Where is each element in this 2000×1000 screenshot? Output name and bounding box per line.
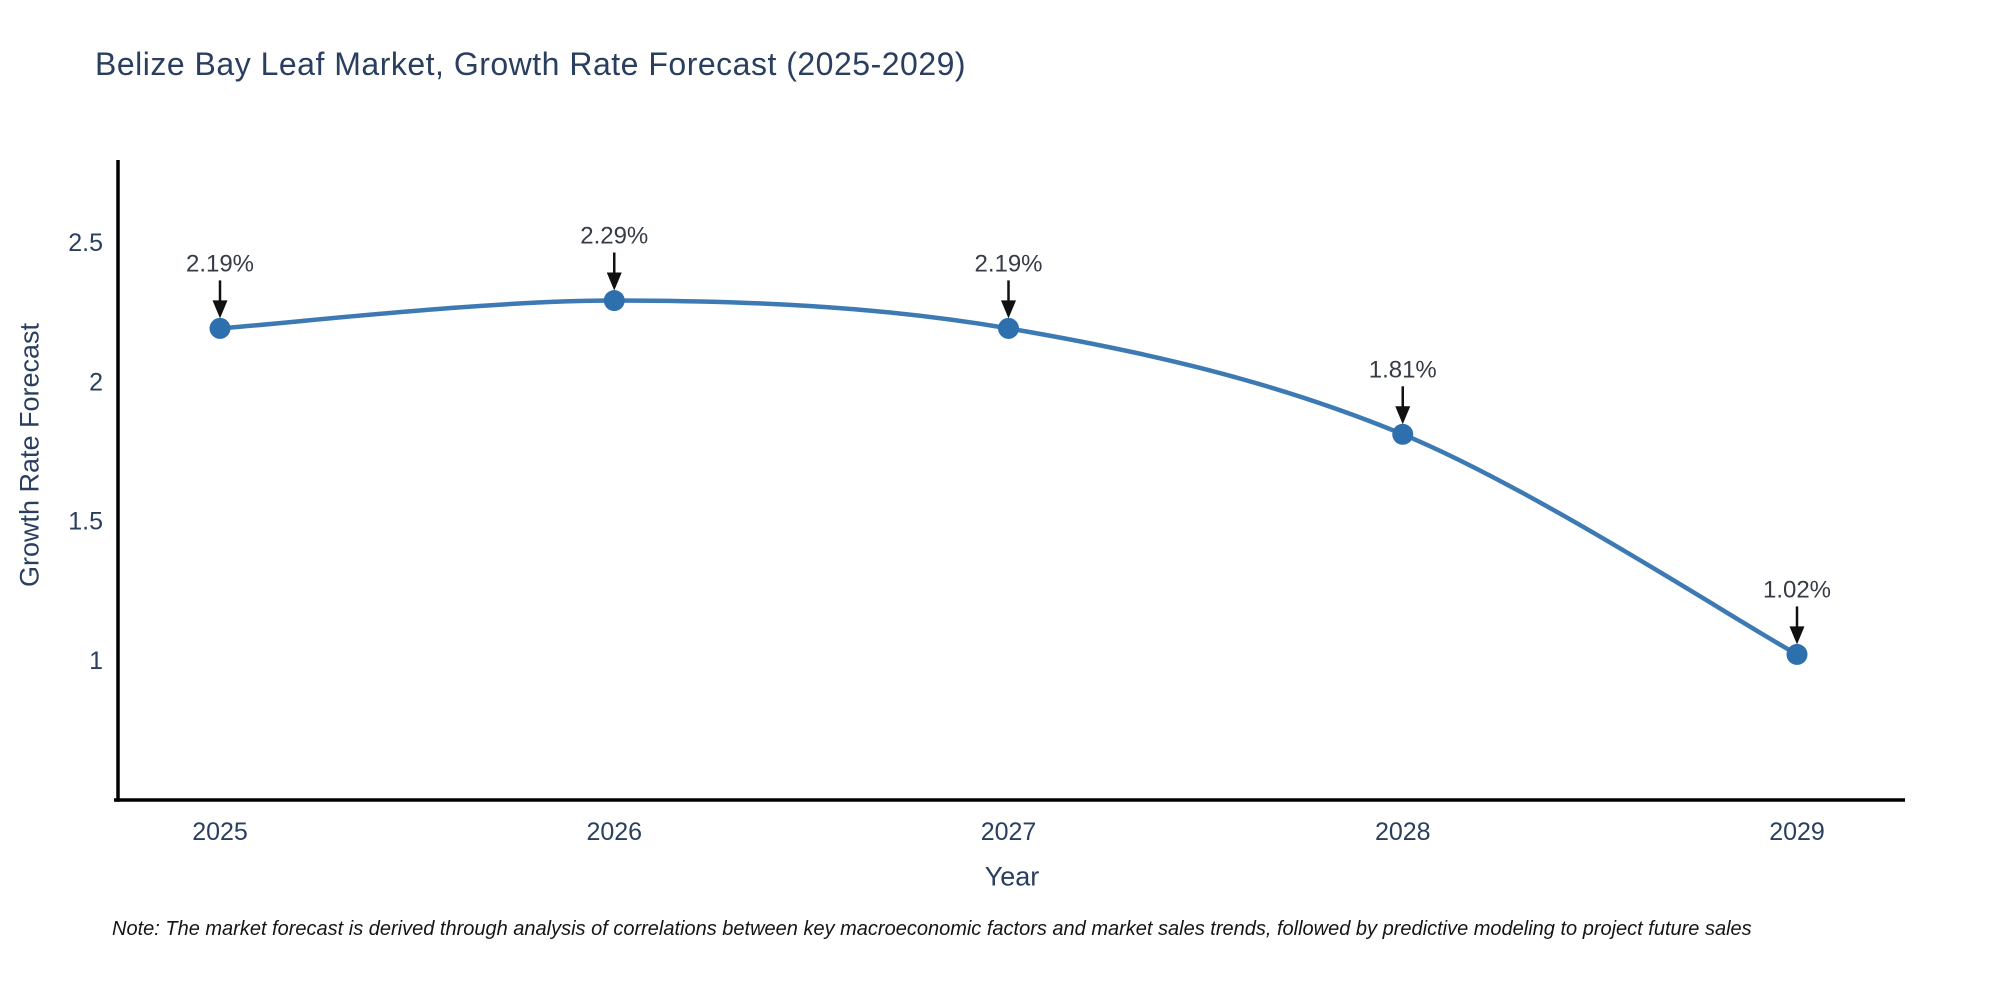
y-axis-title: Growth Rate Forecast [14,322,45,588]
data-point-marker[interactable] [209,317,231,339]
annotation-arrow-head [1395,406,1411,425]
x-tick-label: 2027 [981,818,1037,846]
point-value-label: 2.29% [580,223,648,250]
point-value-label: 2.19% [974,250,1042,277]
data-point-marker[interactable] [998,317,1019,339]
y-tick-label: 1.5 [68,508,103,536]
annotation-arrow-head [606,272,622,291]
point-value-label: 1.81% [1369,356,1437,383]
x-axis-title: Year [984,861,1040,892]
y-tick-label: 2.5 [68,229,103,257]
data-point-marker[interactable] [1786,643,1808,665]
point-value-label: 2.19% [186,250,254,277]
annotation-arrow-head [212,300,228,319]
x-tick-label: 2028 [1375,818,1431,846]
annotation-arrow-head [1001,300,1016,319]
chart-title: Belize Bay Leaf Market, Growth Rate Fore… [95,46,967,82]
y-tick-label: 1 [89,647,103,675]
x-tick-label: 2029 [1769,818,1825,846]
annotation-arrow-head [1789,626,1805,645]
forecast-line [217,298,1800,657]
x-tick-label: 2025 [192,818,248,846]
point-value-label: 1.02% [1763,576,1831,603]
x-tick-label: 2026 [586,818,642,846]
data-point-marker[interactable] [603,290,625,312]
data-point-marker[interactable] [1392,423,1414,445]
footnote: Note: The market forecast is derived thr… [112,918,1752,940]
y-tick-label: 2 [89,368,103,396]
